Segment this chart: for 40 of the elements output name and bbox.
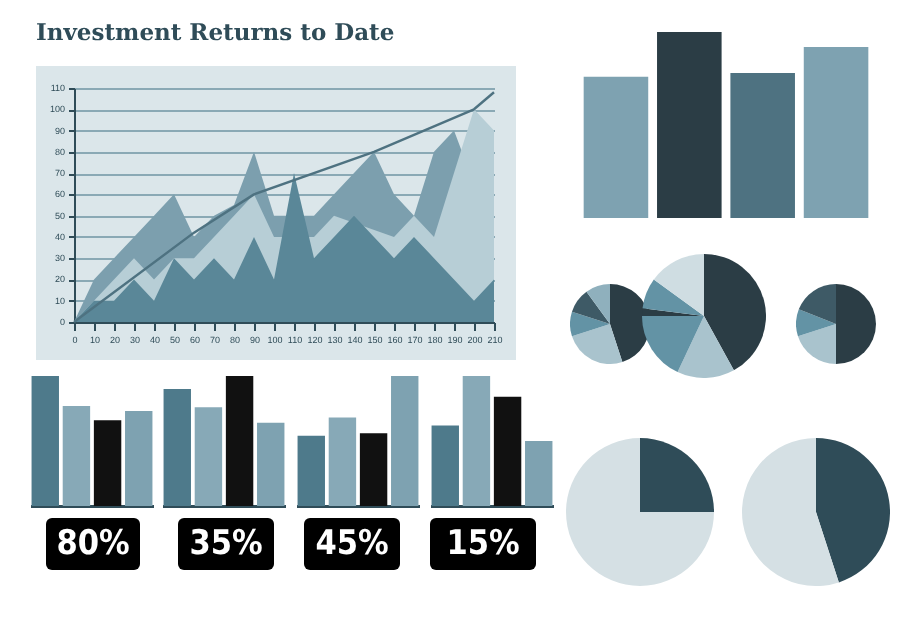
bar bbox=[359, 433, 388, 506]
chart-title: Investment Returns to Date bbox=[36, 18, 395, 46]
pie-slice bbox=[677, 316, 734, 378]
pie-slice bbox=[816, 438, 890, 583]
pie-slice bbox=[571, 324, 623, 364]
bar bbox=[257, 422, 285, 506]
bar bbox=[730, 72, 795, 218]
bar bbox=[163, 389, 191, 506]
bar bbox=[328, 417, 357, 506]
pie-slice bbox=[640, 438, 714, 512]
bar bbox=[225, 376, 254, 506]
bar bbox=[62, 405, 91, 506]
bar bbox=[194, 407, 223, 506]
pie-slice bbox=[796, 309, 836, 337]
bar bbox=[583, 76, 649, 218]
pie-slice bbox=[571, 291, 610, 324]
pie-slice bbox=[566, 438, 714, 586]
bar bbox=[525, 441, 553, 506]
bar bbox=[431, 425, 459, 506]
pie-slice bbox=[570, 311, 610, 337]
pie-slice bbox=[742, 438, 839, 586]
bar bbox=[31, 376, 59, 506]
pie-slice bbox=[798, 284, 836, 324]
text: 35% bbox=[178, 518, 274, 570]
bar bbox=[297, 435, 325, 506]
bar bbox=[93, 420, 122, 506]
bar bbox=[493, 396, 522, 506]
pie-slice bbox=[653, 254, 704, 316]
text: 15% bbox=[430, 518, 536, 570]
bar bbox=[391, 376, 419, 506]
bar bbox=[657, 32, 722, 218]
bar bbox=[125, 411, 153, 506]
bar bbox=[462, 376, 491, 506]
text: 80% bbox=[46, 518, 140, 570]
bar bbox=[803, 46, 869, 218]
pie-slice bbox=[797, 324, 836, 364]
pie-slice bbox=[836, 284, 876, 364]
pie-slice bbox=[586, 284, 610, 324]
pie-slice bbox=[704, 254, 766, 371]
text: 45% bbox=[304, 518, 400, 570]
